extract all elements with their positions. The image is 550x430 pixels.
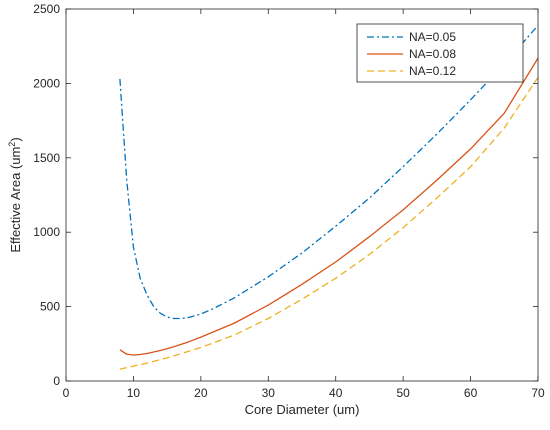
y-axis-label-close: ) [8, 137, 23, 141]
x-tick-label: 50 [396, 386, 410, 400]
x-tick-label: 40 [329, 386, 343, 400]
legend-label-2: NA=0.08 [409, 47, 456, 61]
axes-layer [65, 8, 539, 382]
y-tick-label: 1000 [33, 225, 60, 239]
axes-frame [65, 8, 539, 382]
legend-box [356, 23, 524, 83]
series-line-3 [119, 77, 539, 370]
y-tick-label: 1500 [33, 151, 60, 165]
y-axis-label-superscript: 2 [7, 142, 17, 147]
y-tick-label: 2000 [33, 76, 60, 90]
x-tick-label: 70 [531, 386, 545, 400]
legend-label-1: NA=0.05 [409, 30, 456, 44]
ticks-layer: 0 10 20 30 40 50 60 70 0 500 1000 1500 2000 2500 [33, 2, 545, 400]
legend: NA=0.05 NA=0.08 NA=0.12 [356, 23, 524, 83]
x-axis-label: Core Diameter (um) [245, 402, 360, 417]
y-axis-label-main: Effective Area (um [8, 147, 23, 253]
x-tick-label: 20 [194, 386, 208, 400]
y-tick-label: 500 [40, 300, 60, 314]
series-layer [119, 24, 539, 370]
y-tick-label: 2500 [33, 2, 60, 16]
legend-items: NA=0.05 NA=0.08 NA=0.12 [367, 30, 456, 78]
x-tick-label: 0 [63, 386, 70, 400]
legend-label-3: NA=0.12 [409, 64, 456, 78]
x-tick-label: 60 [464, 386, 478, 400]
series-line-2 [119, 57, 539, 356]
x-tick-label: 30 [262, 386, 276, 400]
y-tick-label: 0 [53, 374, 60, 388]
y-axis-label: Effective Area (um2) [7, 137, 23, 252]
series-line-1 [119, 24, 539, 320]
x-tick-label: 10 [127, 386, 141, 400]
